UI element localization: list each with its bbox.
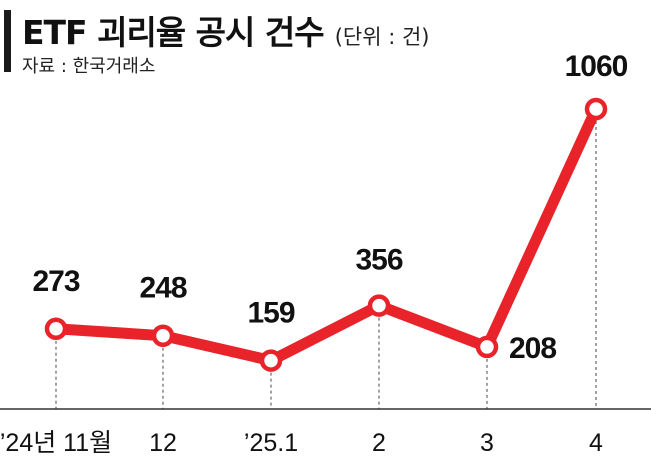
data-point-4 [475, 335, 499, 359]
data-label-5: 1060 [565, 50, 628, 83]
x-tick-label-2: ’25.1 [244, 429, 298, 457]
series-line [50, 103, 602, 367]
x-tick-label-5: 4 [589, 429, 603, 457]
x-tick-label-4: 3 [480, 429, 494, 457]
data-point-2 [259, 349, 283, 372]
x-tick-label-1: 12 [149, 429, 177, 457]
data-point-0 [44, 317, 68, 341]
data-point-5 [584, 97, 608, 121]
x-tick-label-0: ’24년 11월 [0, 429, 112, 457]
series-group [50, 103, 602, 367]
data-label-2: 159 [247, 297, 294, 330]
data-point-3 [367, 294, 391, 317]
chart-title-block: ETF 괴리율 공시 건수 (단위 : 건) [22, 6, 429, 54]
title-accent-bar [4, 10, 11, 72]
markers-group [44, 97, 608, 372]
data-labels-group: 273 248 159 356 208 1060 [32, 50, 628, 365]
unit-label: (단위 : 건) [334, 25, 430, 49]
chart-title: ETF 괴리율 공시 건수 [22, 13, 325, 52]
x-tick-label-3: 2 [372, 429, 386, 457]
data-label-0: 273 [32, 265, 79, 298]
x-tick-labels: ’24년 11월 12 ’25.1 2 3 4 [0, 429, 603, 457]
data-label-1: 248 [139, 272, 186, 305]
data-point-1 [151, 324, 175, 347]
data-label-4: 208 [509, 332, 556, 365]
source-label: 자료 : 한국거래소 [22, 56, 156, 77]
data-label-3: 356 [355, 244, 402, 277]
